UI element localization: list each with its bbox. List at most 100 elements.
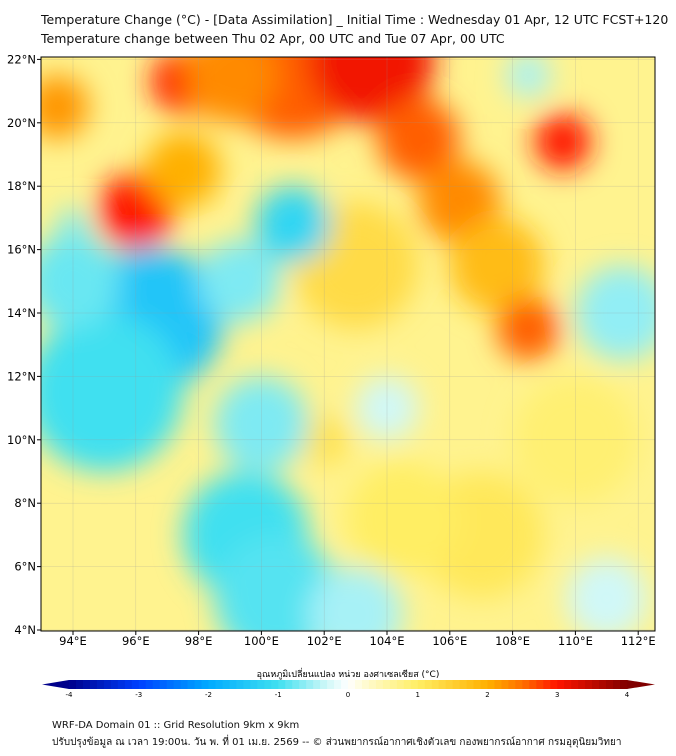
longitude-tick-label: 106°E [432,634,467,648]
colorbar-segment [236,680,244,689]
latitude-tick-label: 16°N [7,243,36,257]
temperature-anomaly-region [198,240,281,323]
temperature-anomaly-region [255,186,331,263]
colorbar-segment [382,680,391,689]
colorbar-segment [201,680,209,689]
colorbar-segment [96,680,105,689]
longitude-tick-label: 102°E [307,634,342,648]
colorbar-min-extend [42,680,69,689]
colorbar-segment [620,680,628,689]
colorbar-segment [208,680,216,689]
colorbar-tick-label: -3 [135,691,142,699]
colorbar-segment [124,680,133,689]
colorbar-segment [438,680,447,689]
temperature-anomaly-region [534,113,592,171]
colorbar-segment [110,680,119,689]
colorbar-tick-label: 2 [485,691,489,699]
colorbar-segment [75,680,84,689]
colorbar-segment [431,680,440,689]
colorbar-segment [292,680,300,689]
colorbar-segment [103,680,112,689]
colorbar-segment [166,680,175,689]
latitude-tick-label: 14°N [7,306,36,320]
latitude-tick-label: 8°N [14,496,36,510]
colorbar-segment [536,680,544,689]
colorbar-segment [487,680,495,689]
longitude-tick-label: 110°E [558,634,593,648]
colorbar-segment [187,680,196,689]
colorbar-segment [354,680,363,689]
longitude-tick-label: 100°E [244,634,279,648]
colorbar-segment [396,680,405,689]
colorbar: -4 -3 -2 -1 0 1 2 3 4 [42,680,655,699]
colorbar-segment [222,680,230,689]
colorbar-segment [417,680,426,689]
colorbar-max-extend [627,680,655,689]
colorbar-segment [410,680,419,689]
map-subtitle: Temperature change between Thu 02 Apr, 0… [41,31,505,46]
longitude-tick-label: 104°E [370,634,405,648]
colorbar-segment [306,680,314,689]
colorbar-segment [215,680,223,689]
temperature-anomaly-region [41,233,121,329]
colorbar-segment [480,680,488,689]
colorbar-segment [578,680,586,689]
temperature-anomaly-region [496,297,560,361]
temperature-anomaly-region [41,313,183,472]
colorbar-segment [278,680,286,689]
colorbar-segment [403,680,412,689]
colorbar-segment [473,680,482,689]
temperature-anomaly-region [377,97,460,180]
colorbar-segment [299,680,307,689]
temperature-anomaly-region [145,132,221,209]
latitude-tick-label: 22°N [7,52,36,66]
colorbar-segment [375,680,384,689]
latitude-tick-label: 4°N [14,623,36,637]
temperature-anomaly-region [308,566,403,631]
footer-credit: ปรับปรุงข้อมูล ณ เวลา 19:00น. วัน พ. ที่… [52,737,622,748]
colorbar-segment [459,680,468,689]
colorbar-segment [194,680,203,689]
colorbar-segment [243,680,251,689]
temperature-anomaly-region [449,217,544,313]
latitude-tick-label: 10°N [7,433,36,447]
colorbar-segment [152,680,161,689]
colorbar-segment [131,680,140,689]
colorbar-segment [229,680,237,689]
colorbar-segment [257,680,265,689]
map-title: Temperature Change (°C) - [Data Assimila… [41,12,669,27]
colorbar-segment [494,680,502,689]
colorbar-segment [334,680,342,689]
colorbar-segment [564,680,572,689]
colorbar-segment [466,680,475,689]
temperature-anomaly-region [506,57,551,98]
latitude-tick-label: 18°N [7,179,36,193]
colorbar-segment [82,680,91,689]
colorbar-segment [313,680,321,689]
colorbar-segment [348,680,356,689]
colorbar-segment [599,680,607,689]
colorbar-segment [501,680,509,689]
latitude-tick-label: 20°N [7,116,36,130]
colorbar-segment [89,680,98,689]
colorbar-segment [285,680,293,689]
colorbar-segment [585,680,593,689]
colorbar-segment [145,680,154,689]
colorbar-segment [180,680,189,689]
temperature-anomaly-region [346,461,460,577]
colorbar-tick-label: 1 [416,691,420,699]
longitude-tick-label: 96°E [122,634,150,648]
colorbar-segment [571,680,579,689]
colorbar-segment [522,680,530,689]
colorbar-segment [452,680,461,689]
colorbar-segment [543,680,551,689]
colorbar-segment [250,680,258,689]
colorbar-tick-label: 3 [555,691,559,699]
temperature-anomaly-region [182,57,278,123]
colorbar-segment [508,680,516,689]
colorbar-segment [117,680,126,689]
map-frame [40,56,656,632]
colorbar-tick-label: 0 [346,691,350,699]
colorbar-segment [445,680,454,689]
